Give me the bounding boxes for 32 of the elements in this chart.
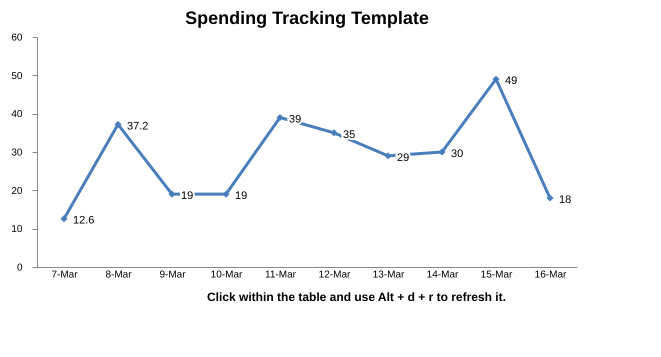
data-label: 12.6: [73, 214, 94, 227]
x-tick-label: 9-Mar: [159, 270, 186, 280]
point: [276, 114, 284, 122]
y-tick-label: 0: [16, 262, 23, 274]
y-tick-label: 20: [11, 186, 23, 197]
data-label: 19: [235, 190, 248, 202]
point: [330, 129, 338, 136]
point: [114, 120, 122, 128]
y-tick-label: 60: [11, 32, 23, 44]
data-label: 37.2: [127, 120, 148, 132]
data-label: 18: [559, 194, 572, 206]
x-tick-label: 12-Mar: [318, 270, 351, 280]
x-tick-label: 13-Mar: [372, 270, 405, 280]
text: Click within the table and use Alt + d + r to refresh it.: [207, 290, 506, 304]
point: [546, 194, 554, 202]
data-label: 30: [451, 148, 464, 160]
x-tick-label: 10-Mar: [210, 270, 243, 280]
y-tick-label: 10: [11, 224, 23, 236]
y-tick-label: 50: [11, 70, 23, 82]
x-tick-label: 11-Mar: [265, 270, 297, 280]
x-tick-label: 16-Mar: [534, 270, 567, 280]
y-tick-label: 30: [11, 148, 23, 158]
x-tick-label: 15-Mar: [480, 270, 513, 280]
x-tick-label: 7-Mar: [51, 270, 78, 280]
chart-title: Spending Tracking Template: [185, 8, 429, 28]
data-label: 35: [343, 128, 356, 141]
x-tick-label: 8-Mar: [105, 270, 132, 280]
data-label: 49: [505, 75, 518, 88]
x-tick-label: 14-Mar: [426, 270, 459, 280]
y-tick-label: 40: [11, 109, 23, 120]
point: [492, 76, 500, 83]
point: [60, 215, 68, 222]
